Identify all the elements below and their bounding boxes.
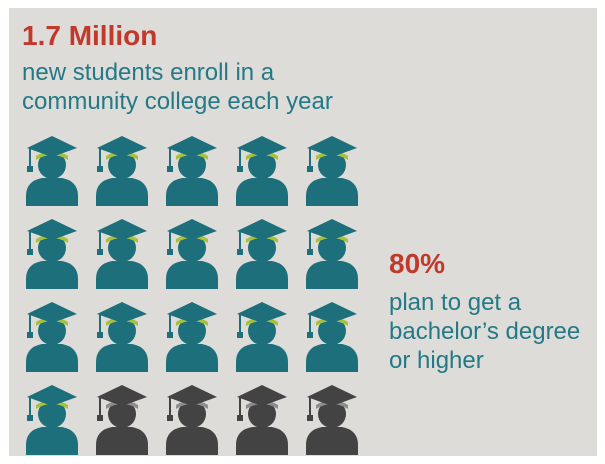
- graduate-icon: [306, 385, 358, 455]
- graduate-icon: [166, 385, 218, 455]
- graduate-icon: [236, 136, 288, 206]
- enrollment-caption: new students enroll in a community colle…: [22, 58, 333, 116]
- graduate-icon: [96, 385, 148, 455]
- bachelor-caption-line-3: or higher: [389, 347, 484, 374]
- graduate-icon: [306, 219, 358, 289]
- enrollment-caption-line-1: new students enroll in a: [22, 59, 275, 86]
- graduate-icon: [26, 302, 78, 372]
- graduate-icon: [166, 219, 218, 289]
- bachelor-caption-line-1: plan to get a: [389, 289, 522, 316]
- graduate-icon: [166, 302, 218, 372]
- graduate-icon: [236, 302, 288, 372]
- enrollment-figure: 1.7 Million: [22, 20, 158, 51]
- graduate-icon: [236, 385, 288, 455]
- graduate-icon: [96, 219, 148, 289]
- graduate-icon: [306, 302, 358, 372]
- graduate-icon: [96, 136, 148, 206]
- bachelor-percent: 80%: [389, 248, 446, 279]
- graduate-icon: [26, 219, 78, 289]
- enrollment-caption-line-2: community college each year: [22, 88, 333, 115]
- graduate-icon: [306, 136, 358, 206]
- infographic-panel: 1.7 Million new students enroll in a com…: [9, 8, 597, 456]
- bachelor-caption: plan to get a bachelor’s degree or highe…: [389, 288, 580, 375]
- graduate-icon: [26, 136, 78, 206]
- graduate-icon: [236, 219, 288, 289]
- bachelor-caption-line-2: bachelor’s degree: [389, 318, 581, 345]
- graduate-icon: [26, 385, 78, 455]
- graduate-icon: [96, 302, 148, 372]
- graduate-icon: [166, 136, 218, 206]
